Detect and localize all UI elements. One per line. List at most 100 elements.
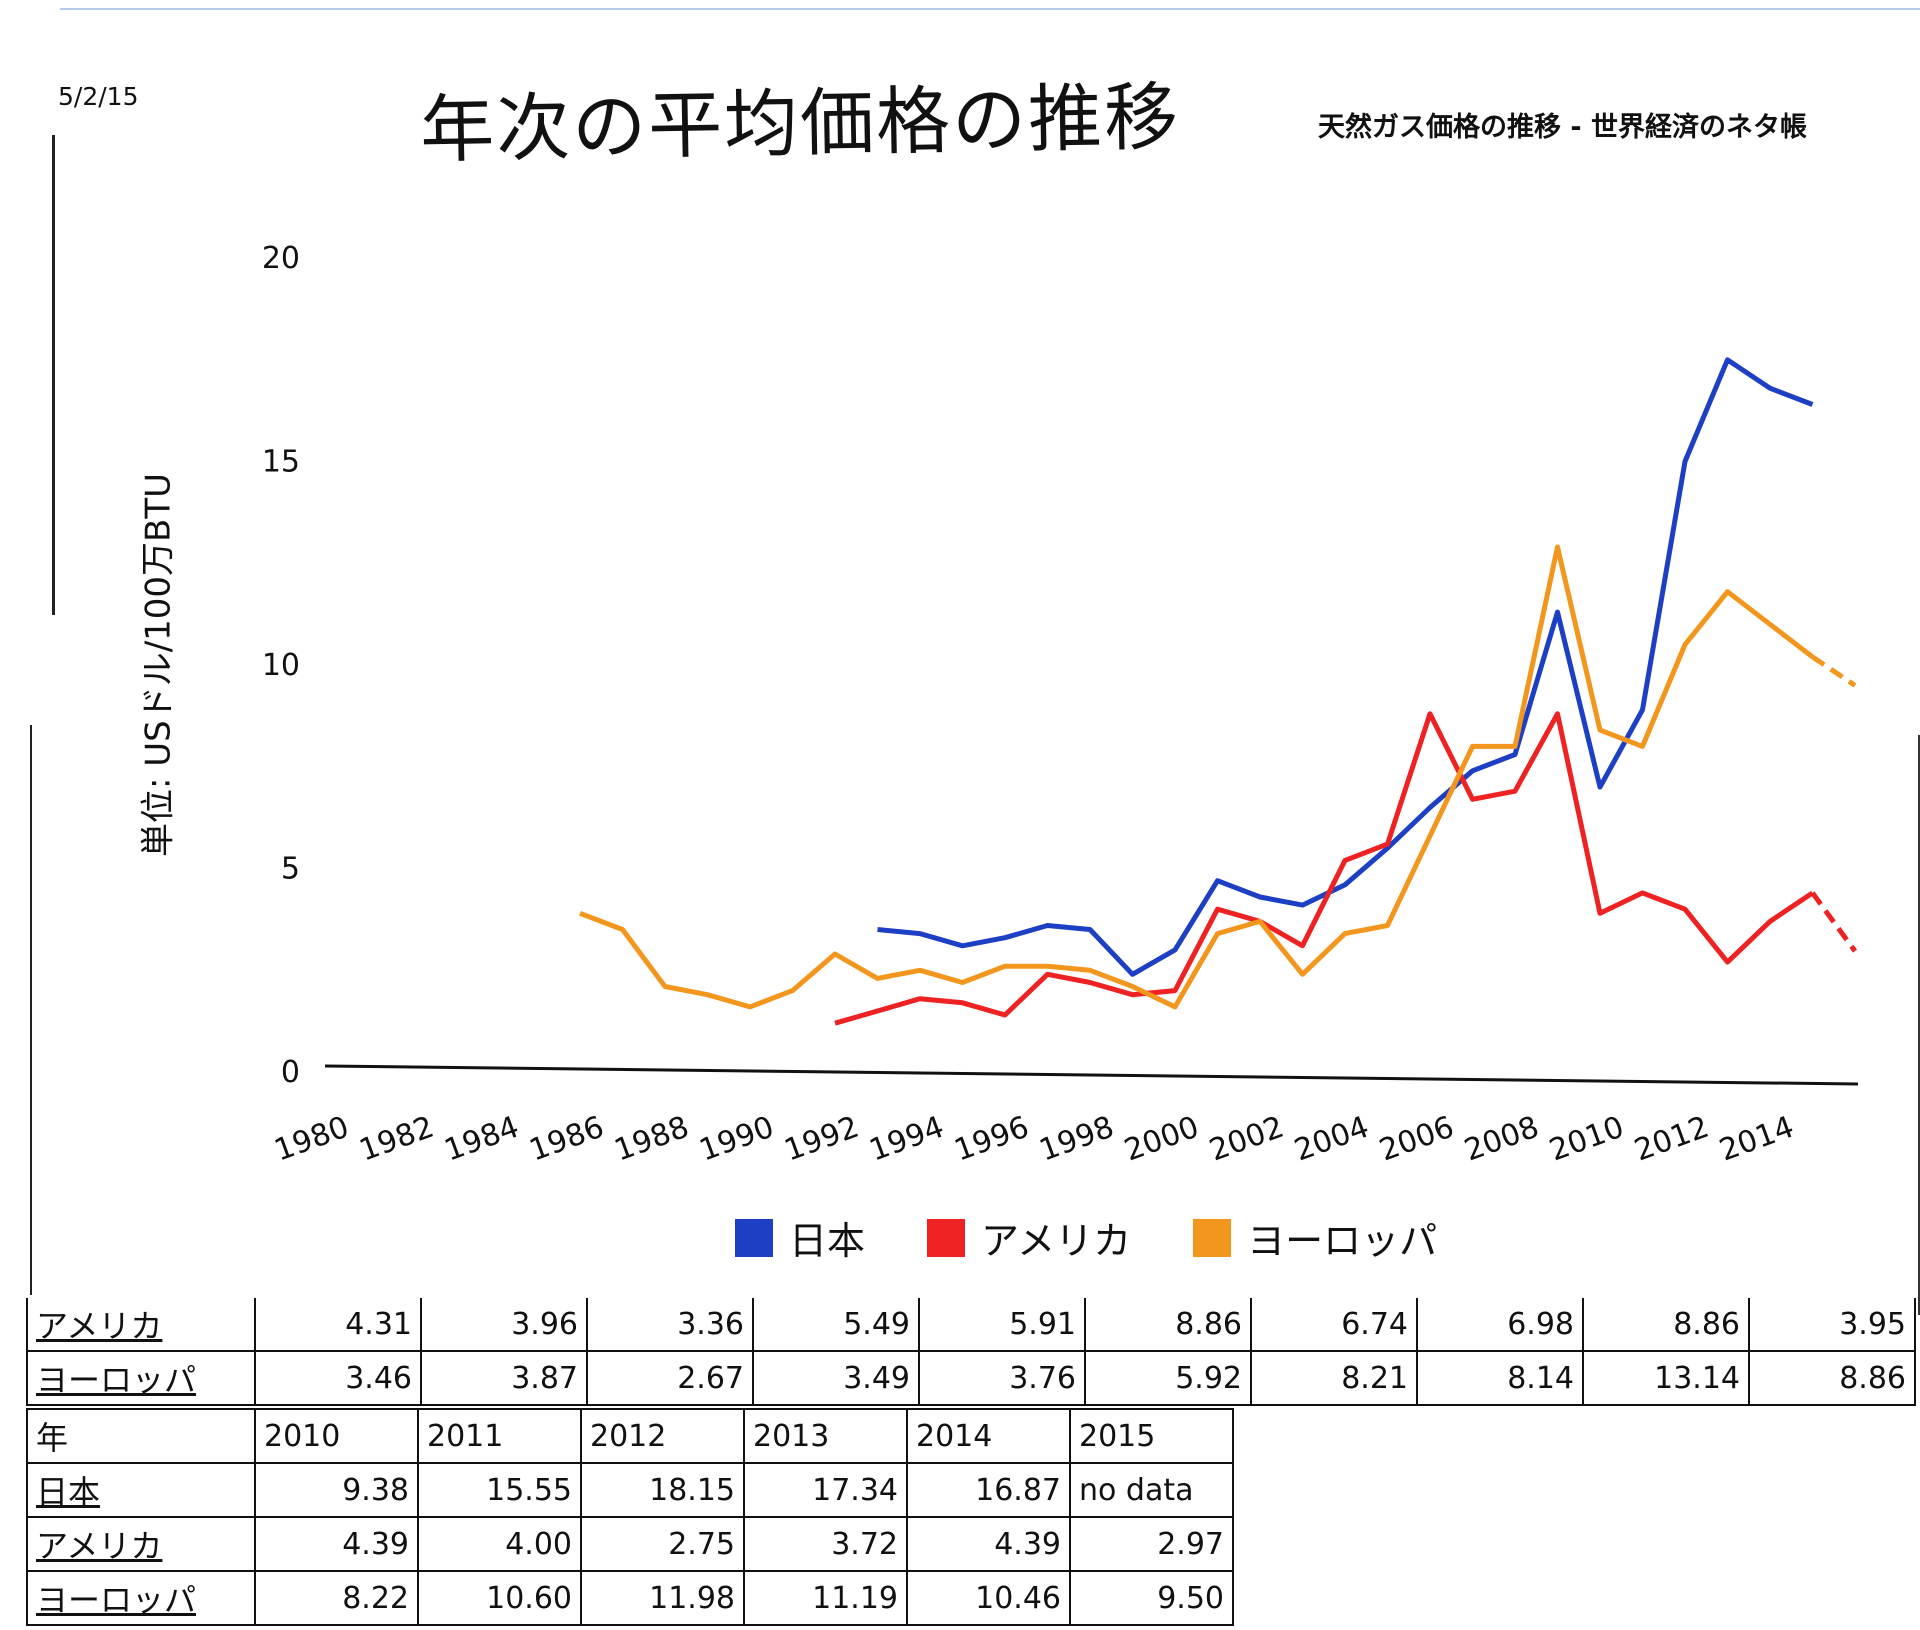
legend-item-usa: アメリカ — [927, 1210, 1131, 1265]
y-tick-label: 5 — [281, 852, 300, 887]
x-tick-label: 1992 — [780, 1110, 864, 1169]
series-line — [877, 357, 1814, 977]
year-header: 2013 — [743, 1408, 908, 1464]
legend-label-japan: 日本 — [789, 1219, 866, 1263]
table-row: ヨーロッパ 8.22 10.60 11.98 11.19 10.46 9.50 — [26, 1570, 1234, 1626]
legend-label-europe: ヨーロッパ — [1247, 1219, 1438, 1263]
row-label: アメリカ — [26, 1298, 256, 1352]
legend-swatch-japan — [735, 1218, 773, 1257]
x-tick-label: 2004 — [1290, 1110, 1374, 1169]
price-table-lower: 年 2010 2011 2012 2013 2014 2015 日本 9.38 … — [26, 1408, 1234, 1626]
year-header: 2012 — [580, 1408, 745, 1464]
series-line-dashed — [1811, 654, 1857, 688]
row-label: ヨーロッパ — [26, 1351, 256, 1406]
series-line-dashed — [1810, 891, 1858, 953]
table-cell: 3.87 — [420, 1351, 588, 1406]
row-label: アメリカ — [26, 1516, 256, 1572]
table-cell: 2.67 — [586, 1351, 754, 1406]
x-tick-label: 2008 — [1460, 1110, 1544, 1169]
x-axis-line — [324, 1064, 1859, 1086]
table-cell: 5.91 — [918, 1298, 1086, 1352]
chart-legend: 日本 アメリカ ヨーロッパ — [735, 1210, 1437, 1265]
legend-swatch-usa — [927, 1218, 966, 1257]
table-cell: 3.72 — [743, 1516, 908, 1572]
table-row: アメリカ 4.39 4.00 2.75 3.72 4.39 2.97 — [26, 1516, 1234, 1572]
table-cell: 13.14 — [1582, 1351, 1750, 1406]
year-header: 2011 — [417, 1408, 582, 1464]
table-cell: 9.38 — [254, 1462, 419, 1518]
scan-margin-right — [1914, 735, 1920, 1315]
x-tick-label: 1990 — [695, 1110, 779, 1169]
table-cell: 11.98 — [580, 1570, 745, 1626]
table-cell: 4.00 — [417, 1516, 582, 1572]
y-tick-label: 20 — [262, 241, 300, 276]
series-line — [834, 711, 1814, 1026]
table-cell: 8.86 — [1084, 1298, 1252, 1352]
table-header-row: 年 2010 2011 2012 2013 2014 2015 — [26, 1408, 1234, 1464]
table-cell: 17.34 — [743, 1462, 908, 1518]
table-cell: 4.39 — [906, 1516, 1071, 1572]
year-header: 2014 — [906, 1408, 1071, 1464]
x-tick-label: 1994 — [865, 1110, 949, 1169]
table-cell: 4.31 — [254, 1298, 422, 1352]
scan-margin-left — [30, 725, 50, 1295]
table-cell: 6.98 — [1416, 1298, 1584, 1352]
legend-item-japan: 日本 — [735, 1210, 865, 1265]
table-cell: 3.36 — [586, 1298, 754, 1352]
page-edge-left — [52, 135, 55, 615]
table-cell: 3.76 — [918, 1351, 1086, 1406]
x-tick-label: 2002 — [1205, 1110, 1289, 1169]
x-tick-label: 1982 — [355, 1110, 439, 1169]
table-cell: 3.49 — [752, 1351, 920, 1406]
year-header: 2015 — [1069, 1408, 1234, 1464]
table-cell: 8.21 — [1250, 1351, 1418, 1406]
x-tick-label: 2006 — [1375, 1110, 1459, 1169]
x-tick-label: 1984 — [440, 1110, 524, 1169]
table-cell: 8.22 — [254, 1570, 419, 1626]
table-cell: 8.86 — [1582, 1298, 1750, 1352]
year-label: 年 — [26, 1408, 256, 1464]
year-header: 2010 — [254, 1408, 419, 1464]
x-tick-label: 1998 — [1035, 1110, 1119, 1169]
x-tick-label: 2014 — [1715, 1110, 1799, 1169]
x-tick-label: 2012 — [1630, 1110, 1714, 1169]
table-row: アメリカ 4.31 3.96 3.36 5.49 5.91 8.86 6.74 … — [26, 1298, 1916, 1352]
table-cell: 3.96 — [420, 1298, 588, 1352]
table-cell: 8.86 — [1748, 1351, 1916, 1406]
table-cell: 10.46 — [906, 1570, 1071, 1626]
x-tick-label: 2010 — [1545, 1110, 1629, 1169]
y-tick-label: 0 — [281, 1055, 300, 1090]
page-edge-top — [60, 8, 1920, 10]
price-table-upper: アメリカ 4.31 3.96 3.36 5.49 5.91 8.86 6.74 … — [26, 1298, 1916, 1406]
table-cell: 9.50 — [1069, 1570, 1234, 1626]
legend-swatch-europe — [1193, 1218, 1232, 1257]
table-cell: 10.60 — [417, 1570, 582, 1626]
table-cell: no data — [1069, 1462, 1234, 1518]
table-cell: 15.55 — [417, 1462, 582, 1518]
table-cell: 5.92 — [1084, 1351, 1252, 1406]
table-cell: 2.97 — [1069, 1516, 1234, 1572]
table-cell: 16.87 — [906, 1462, 1071, 1518]
table-cell: 4.39 — [254, 1516, 419, 1572]
x-tick-label: 1988 — [610, 1110, 694, 1169]
table-cell: 6.74 — [1250, 1298, 1418, 1352]
row-label: ヨーロッパ — [26, 1570, 256, 1626]
x-tick-label: 2000 — [1120, 1110, 1204, 1169]
legend-label-usa: アメリカ — [981, 1219, 1132, 1263]
series-line — [579, 544, 1815, 1010]
table-row: ヨーロッパ 3.46 3.87 2.67 3.49 3.76 5.92 8.21… — [26, 1351, 1916, 1406]
table-row: 日本 9.38 15.55 18.15 17.34 16.87 no data — [26, 1462, 1234, 1518]
x-tick-label: 1986 — [525, 1110, 609, 1169]
table-cell: 18.15 — [580, 1462, 745, 1518]
x-tick-label: 1996 — [950, 1110, 1034, 1169]
table-cell: 5.49 — [752, 1298, 920, 1352]
table-cell: 11.19 — [743, 1570, 908, 1626]
table-cell: 8.14 — [1416, 1351, 1584, 1406]
row-label: 日本 — [26, 1462, 256, 1518]
table-cell: 3.46 — [254, 1351, 422, 1406]
table-cell: 3.95 — [1748, 1298, 1916, 1352]
legend-item-europe: ヨーロッパ — [1193, 1210, 1437, 1265]
date-stamp: 5/2/15 — [58, 82, 139, 111]
source-title: 天然ガス価格の推移 - 世界経済のネタ帳 — [1318, 112, 1808, 143]
